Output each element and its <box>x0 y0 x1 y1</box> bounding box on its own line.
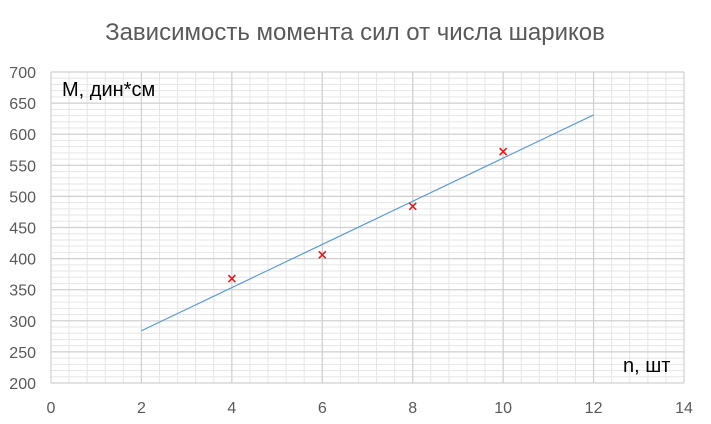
y-tick-label: 250 <box>9 345 36 362</box>
x-tick-labels: 0 2 4 6 8 10 12 14 <box>47 400 693 417</box>
y-tick-label: 700 <box>9 65 36 82</box>
data-point-marker <box>227 274 236 283</box>
marker-stroke <box>318 250 327 259</box>
y-tick-label: 450 <box>9 221 36 238</box>
y-tick-label: 200 <box>9 376 36 393</box>
x-tick-label: 10 <box>494 400 512 417</box>
data-point-marker <box>318 250 327 259</box>
x-tick-label: 6 <box>318 400 327 417</box>
marker-stroke <box>499 147 508 156</box>
marker-stroke <box>408 202 417 211</box>
data-points-layer <box>227 147 508 283</box>
y-tick-label: 350 <box>9 283 36 300</box>
x-tick-label: 2 <box>137 400 146 417</box>
y-tick-label: 550 <box>9 158 36 175</box>
x-tick-label: 8 <box>408 400 417 417</box>
y-tick-label: 600 <box>9 127 36 144</box>
y-tick-label: 500 <box>9 189 36 206</box>
x-tick-label: 0 <box>47 400 56 417</box>
trendline <box>141 114 594 332</box>
y-tick-label: 650 <box>9 96 36 113</box>
data-point-marker <box>499 147 508 156</box>
x-tick-label: 4 <box>227 400 236 417</box>
data-point-marker <box>408 202 417 211</box>
y-tick-labels: 200 250 300 350 400 450 500 550 600 650 700 <box>9 65 36 393</box>
chart-title: Зависимость момента сил от числа шариков <box>105 19 605 46</box>
x-tick-label: 14 <box>675 400 693 417</box>
marker-stroke <box>227 274 236 283</box>
y-axis-label: М, дин*см <box>62 79 155 101</box>
major-grid <box>50 71 685 384</box>
y-tick-label: 400 <box>9 252 36 269</box>
x-axis-label: n, шт <box>623 355 670 377</box>
y-tick-label: 300 <box>9 314 36 331</box>
x-tick-label: 12 <box>585 400 603 417</box>
trendline-layer <box>141 114 594 332</box>
